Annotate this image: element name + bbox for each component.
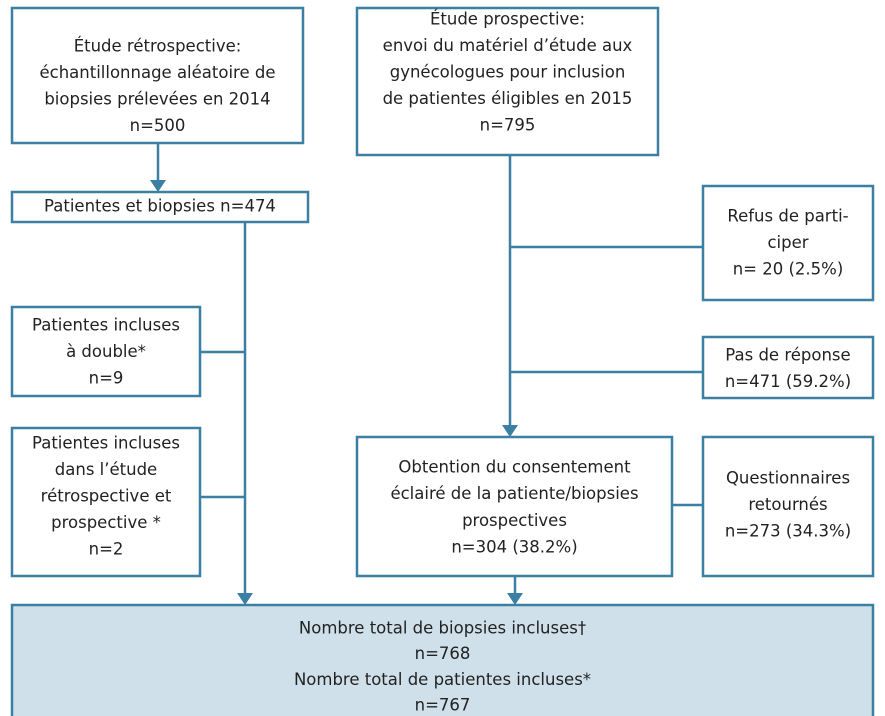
- node-text: Patientes et biopsies n=474: [44, 197, 276, 216]
- node-text: n=304 (38.2%): [451, 538, 577, 557]
- node-box: [701, 184, 875, 302]
- node-box: [10, 305, 202, 398]
- node-text: n= 20 (2.5%): [733, 260, 844, 279]
- node-text: n=768: [415, 644, 471, 663]
- node-text: gynécologues pour inclusion: [390, 63, 626, 82]
- node-box: [10, 426, 202, 578]
- node: Patientes incluses à double* n=9: [10, 305, 202, 398]
- node-text: à double*: [66, 342, 146, 361]
- node: Patientes incluses dans l’étude rétrospect…: [10, 426, 202, 578]
- node-text: n=795: [480, 116, 536, 135]
- node-text: Patientes incluses: [32, 434, 180, 453]
- node-text: Questionnaires: [726, 469, 850, 488]
- node-box: [10, 6, 305, 145]
- node-text: Pas de réponse: [725, 346, 850, 365]
- node-box: [701, 435, 875, 578]
- arrowhead: [237, 593, 253, 605]
- connectors: [150, 143, 703, 605]
- node: Questionnaires retournés n=273 (34.3%): [701, 435, 875, 578]
- node-text: échantillonnage aléatoire de: [39, 63, 275, 82]
- node: Étude rétrospective: échantillonnage aléa…: [10, 6, 305, 145]
- node-text: n=9: [89, 369, 124, 388]
- node-text: Étude rétrospective:: [74, 37, 242, 56]
- node: Nombre total de biopsies incluses† n=768 N…: [10, 603, 875, 716]
- node-box: [701, 335, 875, 400]
- node-text: Obtention du consentement: [398, 458, 631, 477]
- node-text: envoi du matériel d’étude aux: [383, 36, 633, 55]
- node-text: prospectives: [462, 511, 567, 530]
- node-text: rétrospective et: [41, 487, 172, 506]
- node-text: n=767: [415, 696, 471, 715]
- node: Refus de parti-ciper n= 20 (2.5%): [701, 184, 875, 302]
- node: Pas de réponse n=471 (59.2%): [701, 335, 875, 400]
- node-text: dans l’étude: [55, 460, 157, 479]
- node-box: [10, 603, 875, 716]
- node-text: n=500: [130, 116, 186, 135]
- node-text: Nombre total de patientes incluses*: [294, 670, 591, 689]
- node-text: Nombre total de biopsies incluses†: [299, 619, 586, 638]
- node-text: ciper: [767, 233, 808, 252]
- node: Obtention du consentement éclairé de la p…: [355, 435, 674, 578]
- node-box: [355, 435, 674, 578]
- node-text: n=471 (59.2%): [725, 372, 851, 391]
- node-text: de patientes éligibles en 2015: [383, 89, 633, 108]
- node-text: Étude prospective:: [430, 10, 585, 29]
- node-text: n=2: [89, 540, 124, 559]
- node-text: biopsies prélevées en 2014: [44, 90, 270, 109]
- node-text: retournés: [748, 495, 827, 514]
- node: Patientes et biopsies n=474: [10, 190, 310, 224]
- arrowhead: [502, 425, 518, 437]
- arrowhead: [150, 180, 166, 192]
- node-text: Patientes incluses: [32, 316, 180, 335]
- node-text: n=273 (34.3%): [725, 522, 851, 541]
- node-text: éclairé de la patiente/biopsies: [390, 484, 638, 503]
- arrowhead: [507, 593, 523, 605]
- node: Étude prospective: envoi du matériel d’ét…: [355, 6, 660, 157]
- node-text: Refus de parti-: [727, 207, 848, 226]
- node-box: [10, 190, 310, 224]
- node-box: [355, 6, 660, 157]
- node-text: prospective *: [51, 513, 161, 532]
